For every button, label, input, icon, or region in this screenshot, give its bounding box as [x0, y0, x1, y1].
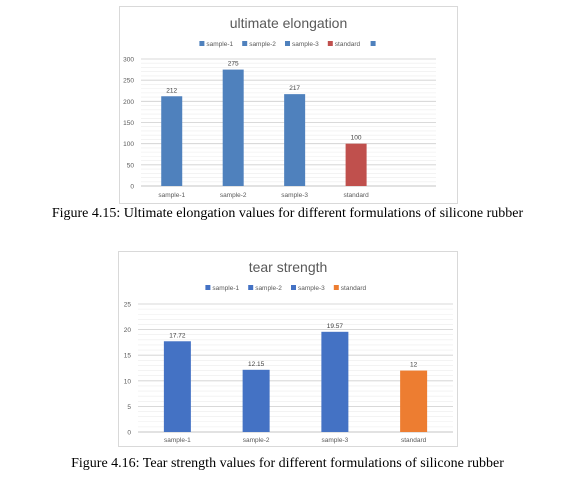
elongation-x-tick-label: standard	[343, 192, 369, 199]
elongation-bar-standard	[345, 143, 367, 186]
elongation-legend-entry: sample-1	[206, 41, 233, 48]
tear-data-label: 19.57	[327, 323, 344, 330]
tear-legend-swatch	[291, 285, 296, 290]
tear-data-label: 12	[410, 362, 418, 369]
tear-strength-chart-svg: tear strength sample-1 sample-2 sample-3 sta…	[124, 259, 453, 444]
tear-x-tick-label: sample-2	[243, 437, 270, 444]
elongation-y-tick-label: 200	[123, 99, 134, 106]
tear-y-tick-label: 0	[127, 430, 131, 437]
tear-bar-standard	[400, 370, 428, 432]
tear-data-label: 17.72	[169, 332, 186, 339]
elongation-y-tick-label: 150	[123, 120, 134, 127]
figure-caption-elongation: Figure 4.15: Ultimate elongation values …	[51, 206, 524, 221]
tear-strength-chart: tear strength sample-1 sample-2 sample-3 sta…	[118, 251, 458, 447]
elongation-y-tick-label: 0	[130, 184, 134, 191]
tear-chart-title: tear strength	[249, 259, 328, 275]
elongation-x-tick-label: sample-1	[158, 192, 185, 199]
figure-caption-tear-strength: Figure 4.16: Tear strength values for di…	[71, 456, 504, 471]
elongation-data-label: 217	[289, 85, 300, 92]
elongation-bar-sample-2	[222, 69, 244, 186]
elongation-bar-sample-3	[284, 94, 306, 186]
tear-y-tick-label: 25	[124, 302, 132, 309]
elongation-legend-entry: standard	[335, 41, 361, 48]
elongation-data-label: 275	[228, 61, 239, 68]
elongation-chart-title: ultimate elongation	[230, 15, 348, 31]
elongation-y-tick-label: 300	[123, 57, 134, 64]
elongation-chart-svg: ultimate elongation sample-1 sample-2 sampl…	[123, 15, 436, 199]
elongation-legend-swatch	[370, 41, 376, 46]
elongation-y-tick-label: 50	[127, 162, 135, 169]
tear-y-tick-label: 20	[124, 327, 132, 334]
elongation-y-tick-label: 250	[123, 78, 134, 85]
elongation-data-label: 100	[351, 135, 362, 142]
elongation-legend-swatch	[199, 41, 205, 46]
tear-legend-entry: sample-2	[255, 285, 282, 292]
tear-bar-sample-3	[321, 331, 349, 432]
tear-x-tick-label: sample-1	[164, 437, 191, 444]
tear-legend-swatch	[333, 285, 339, 290]
tear-legend-swatch	[248, 285, 254, 290]
elongation-legend-swatch	[285, 41, 290, 46]
tear-bar-sample-2	[242, 369, 270, 432]
tear-data-label: 12.15	[248, 361, 265, 368]
tear-y-tick-label: 5	[127, 404, 131, 411]
tear-legend-entry: standard	[341, 285, 367, 292]
elongation-legend-swatch	[327, 41, 333, 46]
elongation-data-label: 212	[166, 87, 177, 94]
elongation-y-tick-label: 100	[123, 141, 134, 148]
elongation-bar-sample-1	[161, 96, 183, 186]
tear-bar-sample-1	[163, 341, 191, 432]
elongation-x-tick-label: sample-3	[281, 192, 308, 199]
tear-legend-swatch	[205, 285, 211, 290]
elongation-chart: ultimate elongation sample-1 sample-2 sampl…	[119, 6, 458, 204]
tear-y-tick-label: 10	[124, 378, 132, 385]
elongation-legend-entry: sample-2	[249, 41, 276, 48]
tear-y-tick-label: 15	[124, 353, 132, 360]
elongation-legend-entry: sample-3	[292, 41, 319, 48]
elongation-x-tick-label: sample-2	[220, 192, 247, 199]
tear-x-tick-label: standard	[401, 437, 427, 444]
tear-legend-entry: sample-3	[298, 285, 325, 292]
elongation-legend-swatch	[242, 41, 248, 46]
tear-x-tick-label: sample-3	[322, 437, 349, 444]
tear-legend-entry: sample-1	[212, 285, 239, 292]
